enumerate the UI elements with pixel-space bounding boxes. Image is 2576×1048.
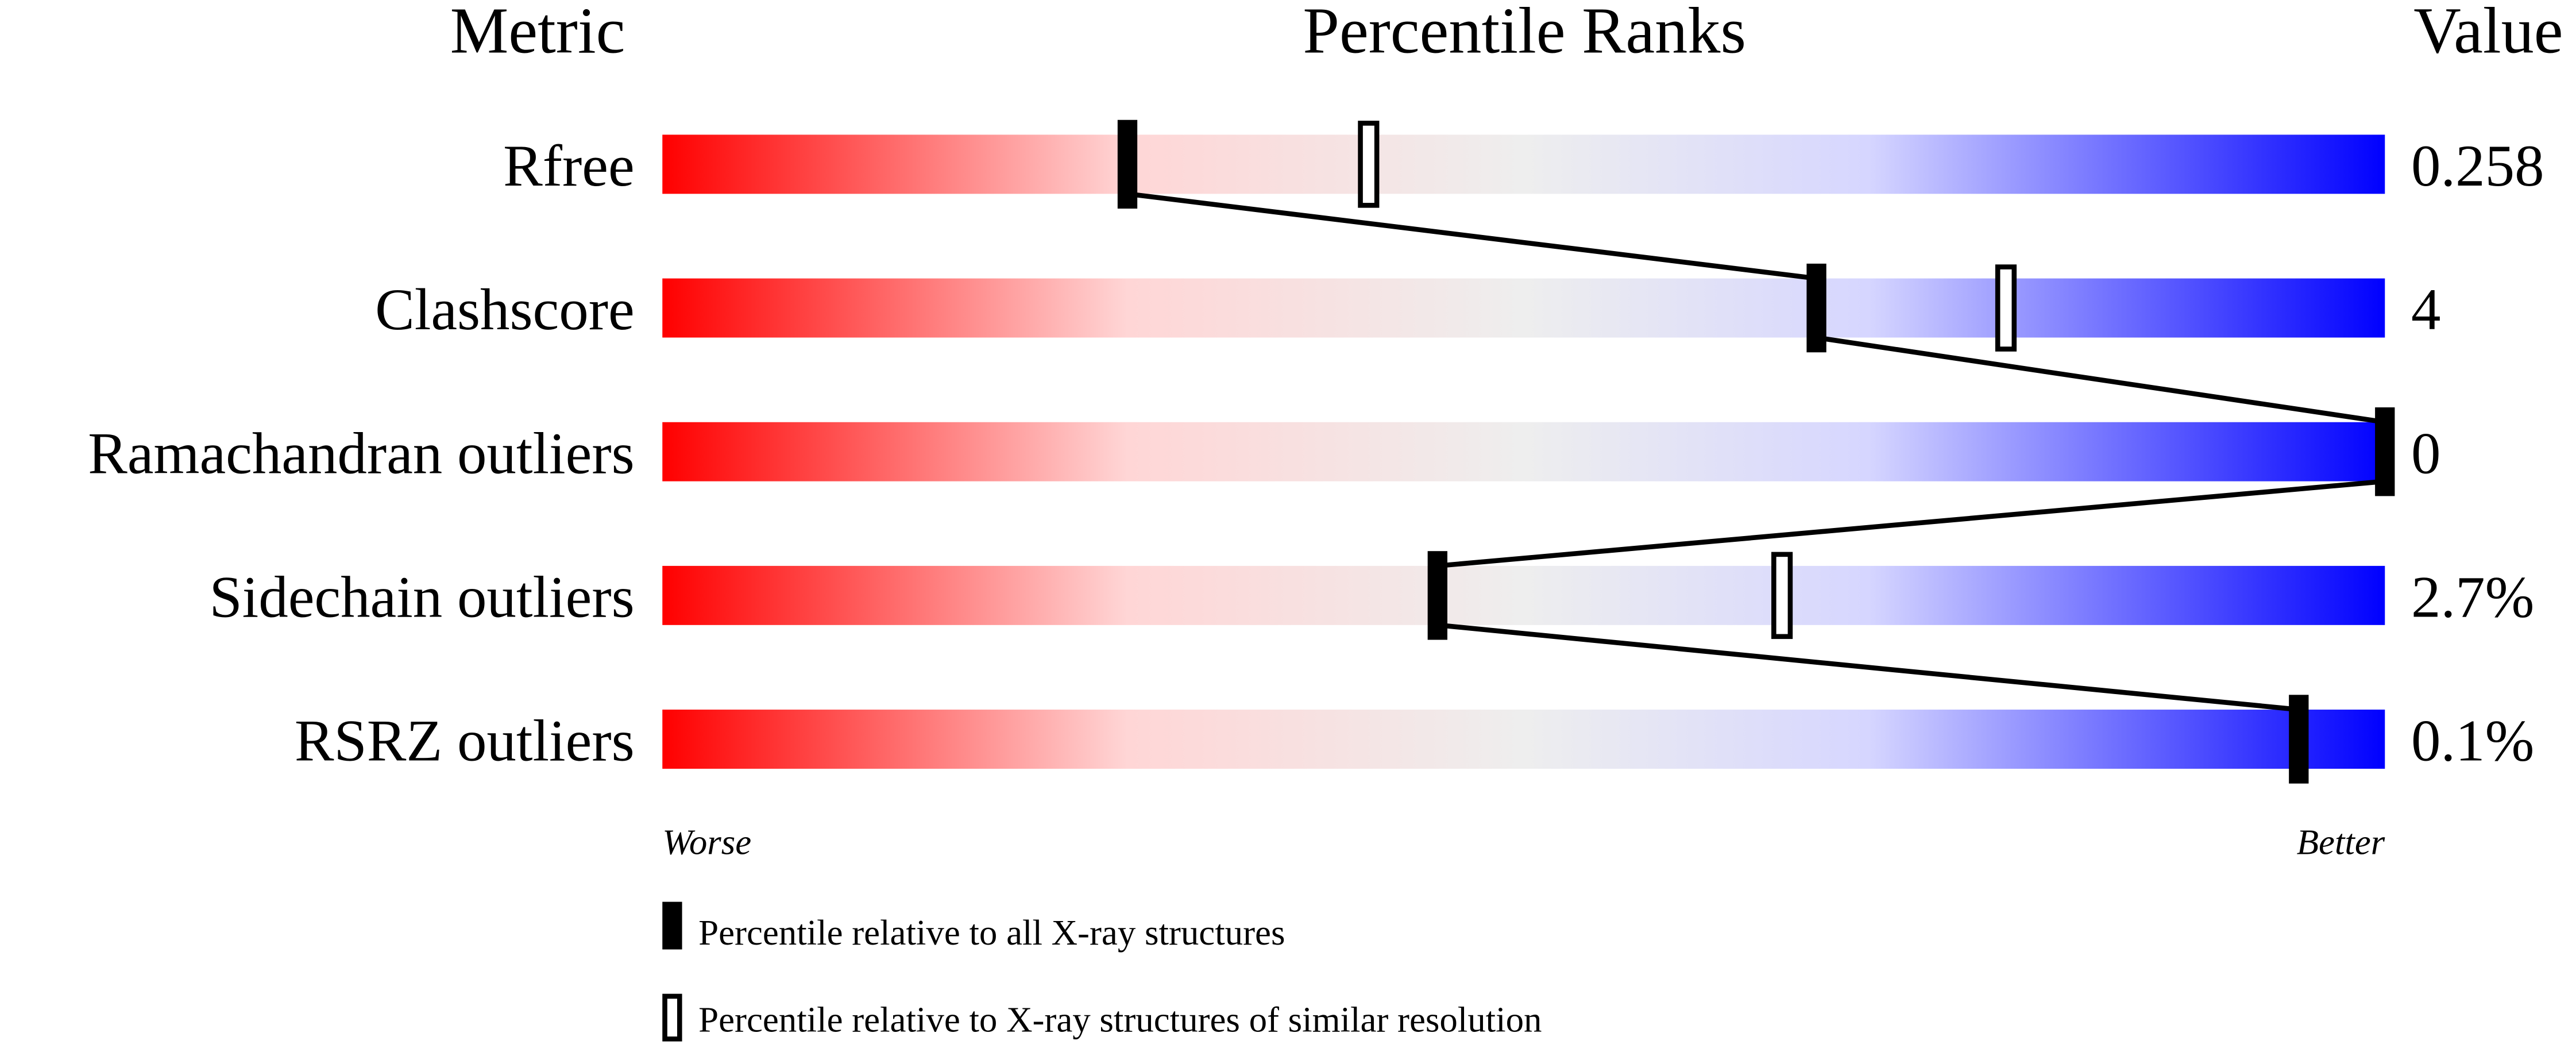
metric-value: 0.258	[2411, 133, 2544, 199]
marker-all-structures	[2375, 407, 2395, 496]
header-value: Value	[2413, 0, 2563, 67]
metric-value: 2.7%	[2411, 565, 2534, 630]
marker-all-structures	[1806, 263, 1826, 353]
metric-label: RSRZ outliers	[295, 708, 635, 774]
percentile-bar	[662, 278, 2385, 338]
marker-all-structures	[1117, 120, 1138, 209]
better-label: Better	[2297, 822, 2385, 862]
marker-all-structures	[2289, 695, 2309, 784]
connector-line	[1437, 622, 2299, 712]
marker-similar-resolution	[1995, 264, 2017, 352]
marker-all-structures	[1427, 551, 1447, 640]
legend-similar-swatch	[662, 993, 682, 1042]
percentile-bar	[662, 565, 2385, 625]
header-percentile: Percentile Ranks	[1303, 0, 1746, 67]
connector-line	[1437, 479, 2385, 569]
percentile-bar	[662, 422, 2385, 481]
legend-all-swatch	[662, 901, 682, 950]
legend-similar-label: Percentile relative to X-ray structures …	[698, 999, 1542, 1039]
connector-line	[1127, 191, 1817, 281]
metric-label: Clashscore	[375, 277, 635, 342]
metric-value: 0.1%	[2411, 708, 2534, 774]
worse-label: Worse	[662, 822, 751, 862]
legend-all-label: Percentile relative to all X-ray structu…	[698, 912, 1285, 953]
metric-label: Rfree	[503, 133, 635, 199]
header-metric: Metric	[450, 0, 625, 67]
connector-line	[1816, 335, 2385, 425]
metric-label: Ramachandran outliers	[88, 421, 635, 486]
marker-similar-resolution	[1358, 121, 1380, 208]
metric-label: Sidechain outliers	[209, 565, 634, 630]
percentile-bar	[662, 134, 2385, 194]
metric-value: 4	[2411, 277, 2440, 342]
marker-similar-resolution	[1771, 552, 1793, 639]
percentile-bar	[662, 710, 2385, 769]
metric-value: 0	[2411, 421, 2440, 486]
